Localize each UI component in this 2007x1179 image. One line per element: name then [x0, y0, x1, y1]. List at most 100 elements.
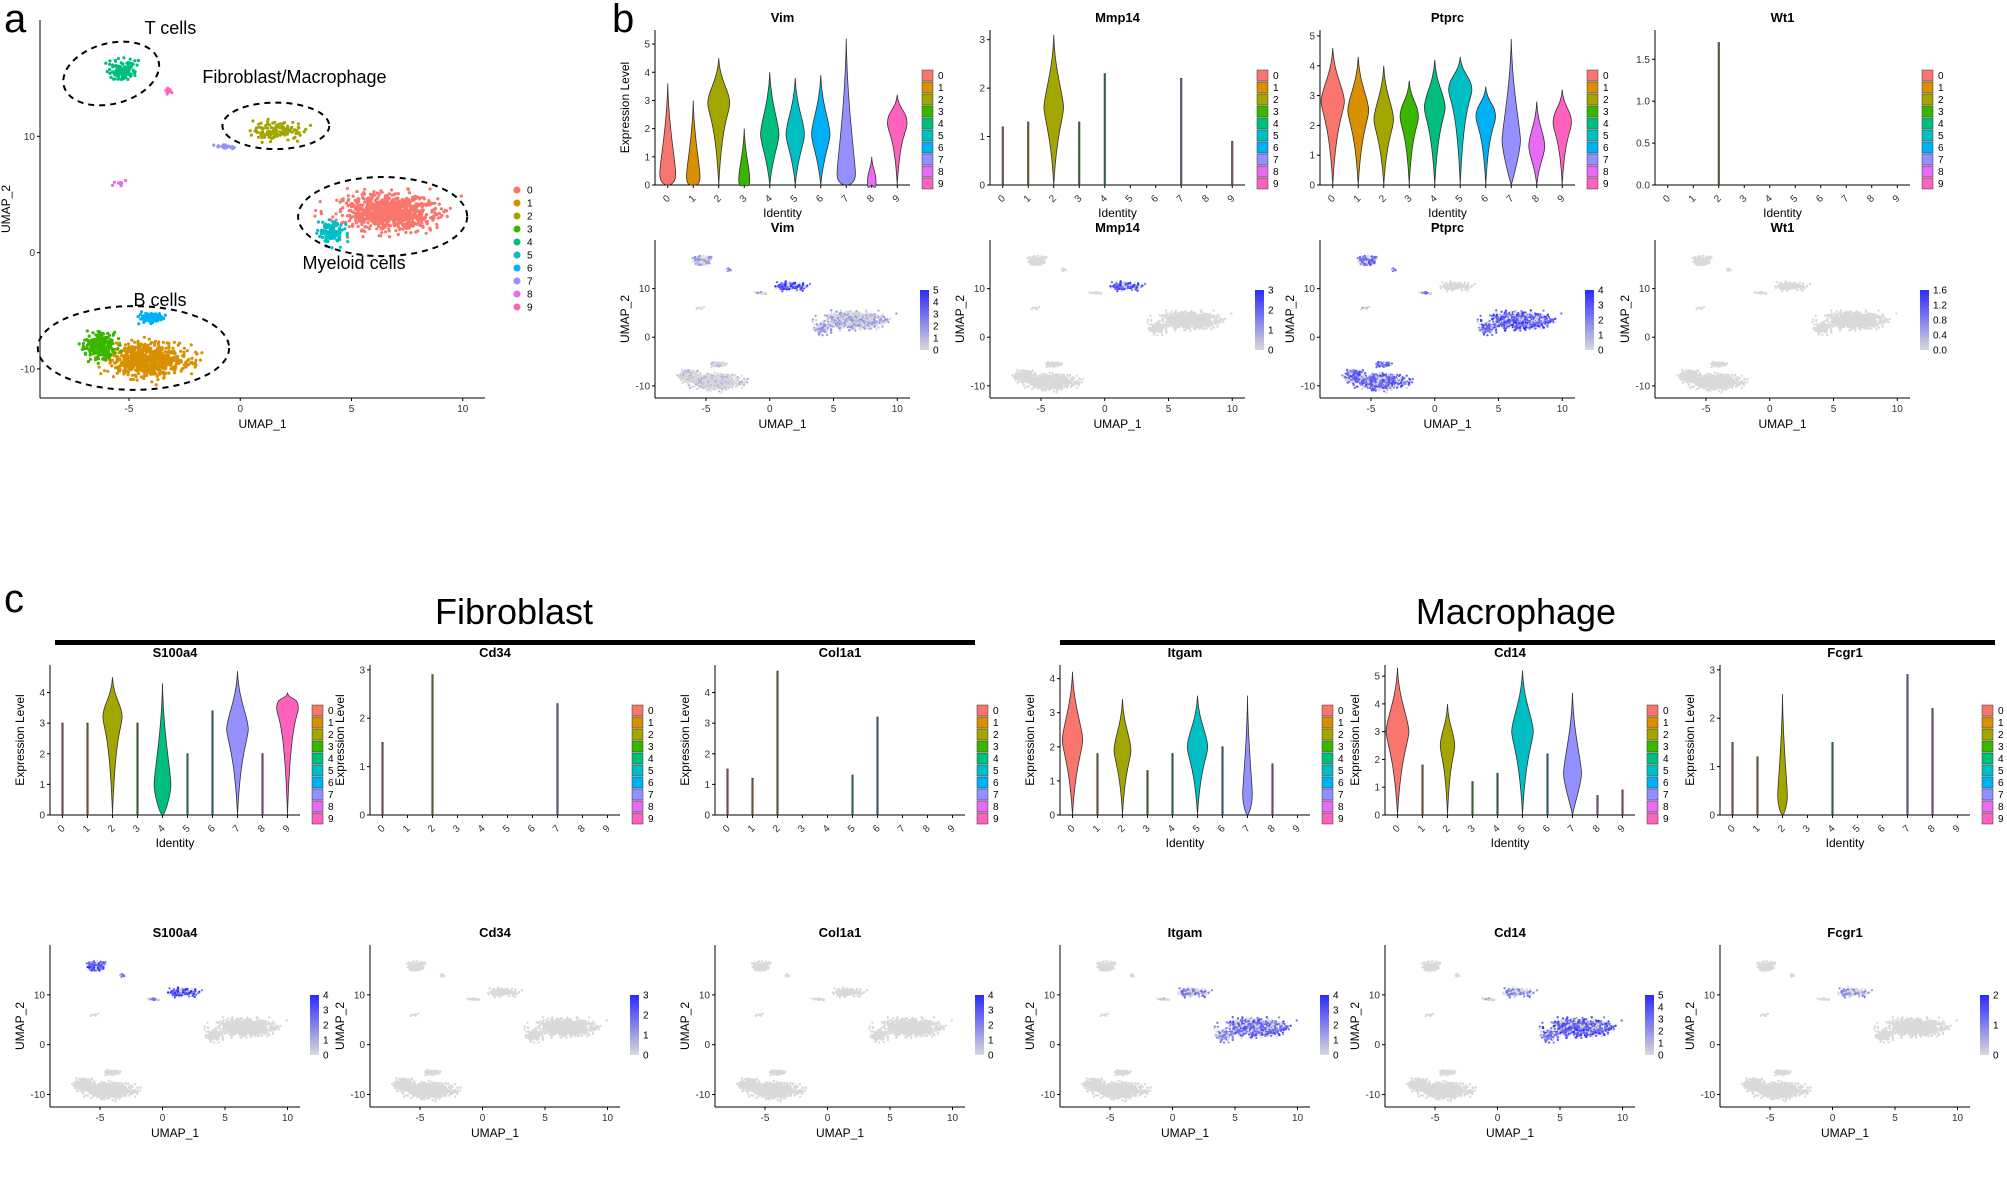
cell-point [360, 223, 363, 226]
cell-point [195, 352, 198, 355]
cell-point [125, 62, 128, 65]
cell-point [179, 350, 182, 353]
umap-xtick-label: 0 [237, 404, 243, 415]
cell-point [723, 377, 725, 379]
cell-point [387, 207, 390, 210]
cell-point [267, 118, 270, 121]
cell-point [166, 351, 169, 354]
cell-point [700, 383, 702, 385]
cell-point [108, 59, 111, 62]
cell-point [322, 232, 325, 235]
cell-point [315, 232, 318, 235]
cell-point [691, 381, 693, 383]
cell-point [91, 331, 94, 334]
cell-point [88, 341, 91, 344]
cell-point [217, 145, 220, 148]
umap-xtick-label: 10 [892, 404, 904, 415]
cell-point [851, 325, 853, 327]
cell-point [867, 313, 869, 315]
cell-point [708, 256, 710, 258]
cell-point [778, 284, 780, 286]
cell-point [401, 210, 404, 213]
cell-point [363, 193, 366, 196]
cell-point [332, 232, 335, 235]
cell-point [437, 216, 440, 219]
colorbar-tick-label: 0 [933, 346, 939, 357]
cell-point [681, 372, 683, 374]
cell-point [362, 209, 365, 212]
cell-point [112, 375, 115, 378]
cell-point [156, 375, 159, 378]
legend-label: 6 [938, 143, 944, 154]
violin-ytick-label: 4 [644, 68, 650, 79]
cell-point [327, 226, 330, 229]
cell-point [86, 347, 89, 350]
cell-point [182, 351, 185, 354]
cell-point [295, 132, 298, 135]
cell-point [409, 204, 412, 207]
cell-point [423, 203, 426, 206]
cell-point [823, 324, 825, 326]
scatter-umap_clusters: -10010-5 0 5 10UMAP_1UMAP_2T cellsFibroblas… [0, 18, 533, 431]
cell-point [138, 352, 141, 355]
cell-point [172, 351, 175, 354]
legend-swatch [922, 166, 933, 177]
cell-point [130, 351, 133, 354]
cell-point [392, 216, 395, 219]
cell-point [98, 339, 101, 342]
cell-point [721, 389, 723, 391]
xtick-label: 9 [891, 193, 903, 205]
cell-point [382, 210, 385, 213]
cell-point [118, 182, 121, 185]
legend-label: 2 [527, 212, 533, 223]
cell-point [382, 225, 385, 228]
cell-point [223, 147, 226, 150]
cell-point [741, 380, 743, 382]
cell-point [381, 191, 384, 194]
cell-point [831, 314, 833, 316]
cell-point [703, 306, 705, 308]
cell-point [692, 373, 694, 375]
cell-point [862, 325, 864, 327]
charts-layer: -10010-5 0 5 10UMAP_1UMAP_2T cellsFibroblas… [0, 10, 2004, 1140]
cell-point [110, 364, 113, 367]
cell-point [381, 207, 384, 210]
cell-point [408, 218, 411, 221]
cell-point [137, 322, 140, 325]
legend-label: 5 [938, 131, 944, 142]
cell-point [286, 138, 289, 141]
cell-point [738, 383, 740, 385]
cell-point [86, 344, 89, 347]
cell-point [268, 136, 271, 139]
cell-point [154, 312, 157, 315]
cell-point [699, 372, 701, 374]
cell-point [694, 371, 696, 373]
cell-point [859, 316, 861, 318]
chart-title: Mmp14 [1095, 10, 1141, 25]
cell-point [141, 349, 144, 352]
cell-point [108, 63, 111, 66]
violin-1 [687, 100, 700, 185]
cell-point [703, 385, 705, 387]
cell-point [117, 57, 120, 60]
cell-point [127, 345, 130, 348]
cell-point [87, 360, 90, 363]
legend-swatch [922, 106, 933, 117]
cell-point [844, 316, 846, 318]
cell-point [796, 289, 798, 291]
cell-point [409, 231, 412, 234]
legend-label: 5 [527, 251, 533, 262]
cell-point [688, 373, 690, 375]
cell-point [283, 133, 286, 136]
cell-point [363, 188, 366, 191]
cell-point [149, 319, 152, 322]
cell-point [374, 223, 377, 226]
legend-swatch [922, 118, 933, 129]
violin-ytick-label: 1 [644, 152, 650, 163]
violin-ytick-label: 2 [644, 124, 650, 135]
cell-point [727, 269, 729, 271]
cell-point [425, 232, 428, 235]
cell-point [736, 378, 738, 380]
cell-point [857, 317, 859, 319]
colorbar-tick-label: 1 [933, 334, 939, 345]
